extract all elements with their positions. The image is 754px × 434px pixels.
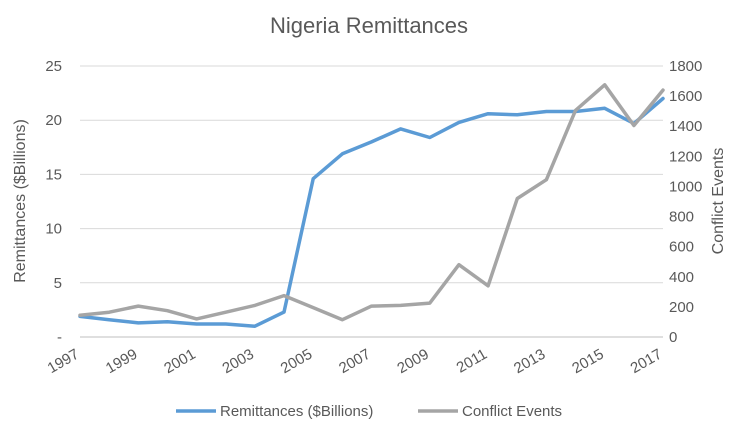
x-tick-label: 2003: [219, 346, 256, 377]
y2-tick-label: 600: [669, 239, 694, 256]
x-tick-label: 2001: [161, 346, 198, 377]
y-tick-label: 5: [54, 275, 62, 292]
series-lines: [78, 83, 665, 328]
y2-tick-label: 1600: [669, 88, 702, 105]
y2-tick-label: 1000: [669, 178, 702, 195]
legend: Remittances ($Billions) Conflict Events: [176, 403, 562, 420]
legend-label: Remittances ($Billions): [220, 403, 373, 420]
x-tick-label: 2005: [278, 346, 315, 377]
y-tick-label: 25: [45, 58, 62, 75]
x-tick-label: 1997: [45, 346, 82, 377]
y-axis-title: Remittances ($Billions): [12, 119, 29, 283]
gridlines: [80, 65, 663, 338]
x-tick-label: 2009: [394, 346, 431, 377]
y2-tick-label: 200: [669, 299, 694, 316]
y-tick-label: 20: [45, 112, 62, 129]
series-line-remittances: [78, 96, 665, 328]
x-axis-ticks: 1997 1999 2001 2003 2005 2007 2009 2011 2013 2015…: [45, 346, 665, 377]
y2-tick-label: 0: [669, 329, 677, 346]
y-tick-label: 15: [45, 166, 62, 183]
y2-axis-title: Conflict Events: [710, 148, 727, 255]
y2-axis-ticks: 0 200 400 600 800 1000 1200 1400 1600 1800: [669, 58, 702, 346]
y2-tick-label: 1200: [669, 148, 702, 165]
legend-label: Conflict Events: [462, 403, 562, 420]
x-tick-label: 2007: [336, 346, 373, 377]
y-tick-label: -: [57, 329, 62, 346]
y-tick-label: 10: [45, 221, 62, 238]
y2-tick-label: 400: [669, 269, 694, 286]
x-tick-label: 2015: [569, 346, 606, 377]
x-tick-label: 1999: [103, 346, 140, 377]
chart-title: Nigeria Remittances: [270, 13, 468, 38]
x-tick-label: 2011: [454, 346, 490, 377]
series-line-conflict-events: [78, 83, 665, 322]
y2-tick-label: 800: [669, 209, 694, 226]
x-tick-label: 2017: [628, 346, 665, 377]
y2-tick-label: 1800: [669, 58, 702, 75]
x-tick-label: 2013: [511, 346, 548, 377]
y2-tick-label: 1400: [669, 118, 702, 135]
y-axis-ticks: - 5 10 15 20 25: [45, 58, 62, 346]
